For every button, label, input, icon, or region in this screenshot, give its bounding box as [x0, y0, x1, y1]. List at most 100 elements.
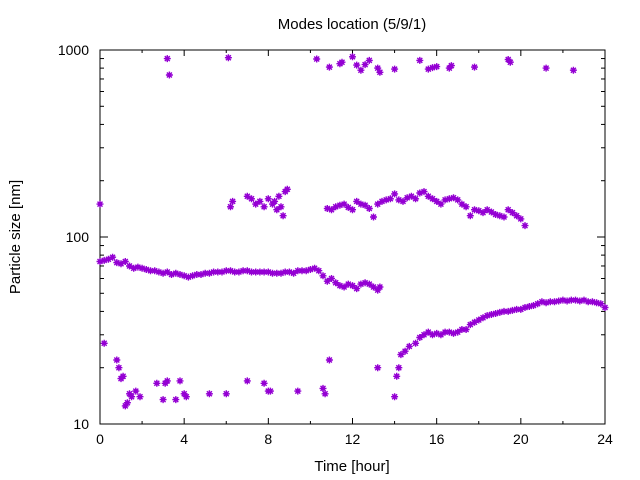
marker-star	[521, 304, 529, 311]
data-point	[252, 200, 260, 208]
data-point	[504, 206, 512, 214]
data-point	[567, 296, 575, 304]
data-point	[353, 197, 361, 205]
marker-star	[429, 331, 436, 339]
marker-star	[224, 54, 232, 62]
marker-star	[391, 65, 399, 73]
data-point	[513, 305, 521, 313]
marker-star	[393, 372, 401, 380]
marker-star	[243, 192, 251, 200]
marker-star	[504, 307, 512, 315]
data-point	[437, 200, 445, 208]
marker-star	[283, 185, 291, 193]
data-point	[248, 268, 255, 276]
x-tick-label: 12	[345, 431, 361, 447]
marker-star	[294, 387, 302, 395]
marker-star	[517, 215, 525, 223]
data-point	[136, 393, 144, 401]
marker-star	[231, 268, 239, 276]
marker-star	[357, 66, 365, 74]
marker-star	[147, 267, 154, 275]
x-tick-label: 24	[597, 431, 613, 447]
data-point	[349, 206, 356, 214]
data-point	[412, 195, 420, 203]
data-point	[424, 192, 432, 200]
data-point	[163, 377, 171, 385]
marker-star	[142, 266, 150, 273]
marker-star	[433, 329, 441, 337]
data-point	[374, 200, 382, 208]
marker-star	[130, 264, 138, 272]
marker-star	[466, 321, 474, 329]
marker-star	[572, 296, 579, 304]
marker-star	[328, 275, 335, 282]
data-point	[471, 318, 478, 326]
data-point	[275, 192, 283, 200]
data-point	[121, 258, 129, 265]
data-point	[466, 212, 474, 220]
data-point	[222, 267, 230, 275]
marker-star	[243, 377, 251, 385]
marker-star	[407, 192, 415, 200]
data-point	[534, 300, 542, 308]
marker-star	[504, 206, 512, 214]
data-point	[466, 321, 474, 329]
marker-star	[399, 197, 407, 205]
marker-star	[357, 280, 365, 288]
marker-star	[229, 197, 237, 205]
marker-star	[454, 328, 462, 336]
marker-star	[471, 63, 478, 71]
data-point	[260, 379, 268, 387]
marker-star	[374, 64, 382, 72]
marker-star	[311, 264, 319, 272]
marker-star	[323, 277, 331, 285]
data-point	[483, 206, 491, 214]
marker-star	[285, 268, 293, 276]
data-point	[340, 283, 348, 291]
data-point	[357, 66, 365, 74]
data-point	[319, 384, 327, 392]
data-point	[128, 393, 136, 401]
data-point	[416, 56, 424, 64]
marker-star	[260, 268, 268, 276]
data-point	[454, 196, 462, 204]
data-point	[201, 269, 209, 277]
marker-star	[340, 283, 348, 291]
data-point	[454, 328, 462, 336]
marker-star	[336, 201, 344, 209]
data-point	[429, 195, 436, 203]
marker-star	[542, 299, 550, 307]
marker-star	[441, 196, 449, 204]
data-point	[163, 55, 171, 63]
marker-star	[416, 334, 424, 341]
marker-star	[119, 372, 127, 380]
marker-star	[168, 271, 175, 278]
marker-star	[96, 200, 104, 208]
data-point	[584, 298, 592, 306]
data-point	[132, 387, 140, 395]
data-point	[153, 379, 161, 387]
marker-star	[321, 390, 329, 398]
marker-star	[176, 271, 184, 278]
data-point	[370, 283, 377, 291]
data-point	[126, 262, 133, 270]
marker-star	[374, 200, 382, 208]
data-point	[163, 268, 171, 276]
marker-star	[252, 268, 260, 276]
marker-star	[542, 64, 550, 72]
y-tick-label: 10	[73, 416, 89, 432]
marker-star	[180, 272, 188, 280]
marker-star	[338, 58, 346, 66]
marker-star	[153, 379, 161, 387]
marker-star	[462, 326, 470, 333]
marker-star	[205, 390, 213, 398]
marker-star	[601, 304, 609, 311]
data-point	[269, 269, 276, 277]
marker-star	[483, 206, 491, 214]
marker-star	[429, 64, 436, 72]
y-axis-label: Particle size [nm]	[7, 180, 24, 294]
data-point	[260, 268, 268, 276]
marker-star	[492, 211, 500, 218]
data-point	[506, 58, 514, 66]
data-point	[176, 377, 184, 385]
